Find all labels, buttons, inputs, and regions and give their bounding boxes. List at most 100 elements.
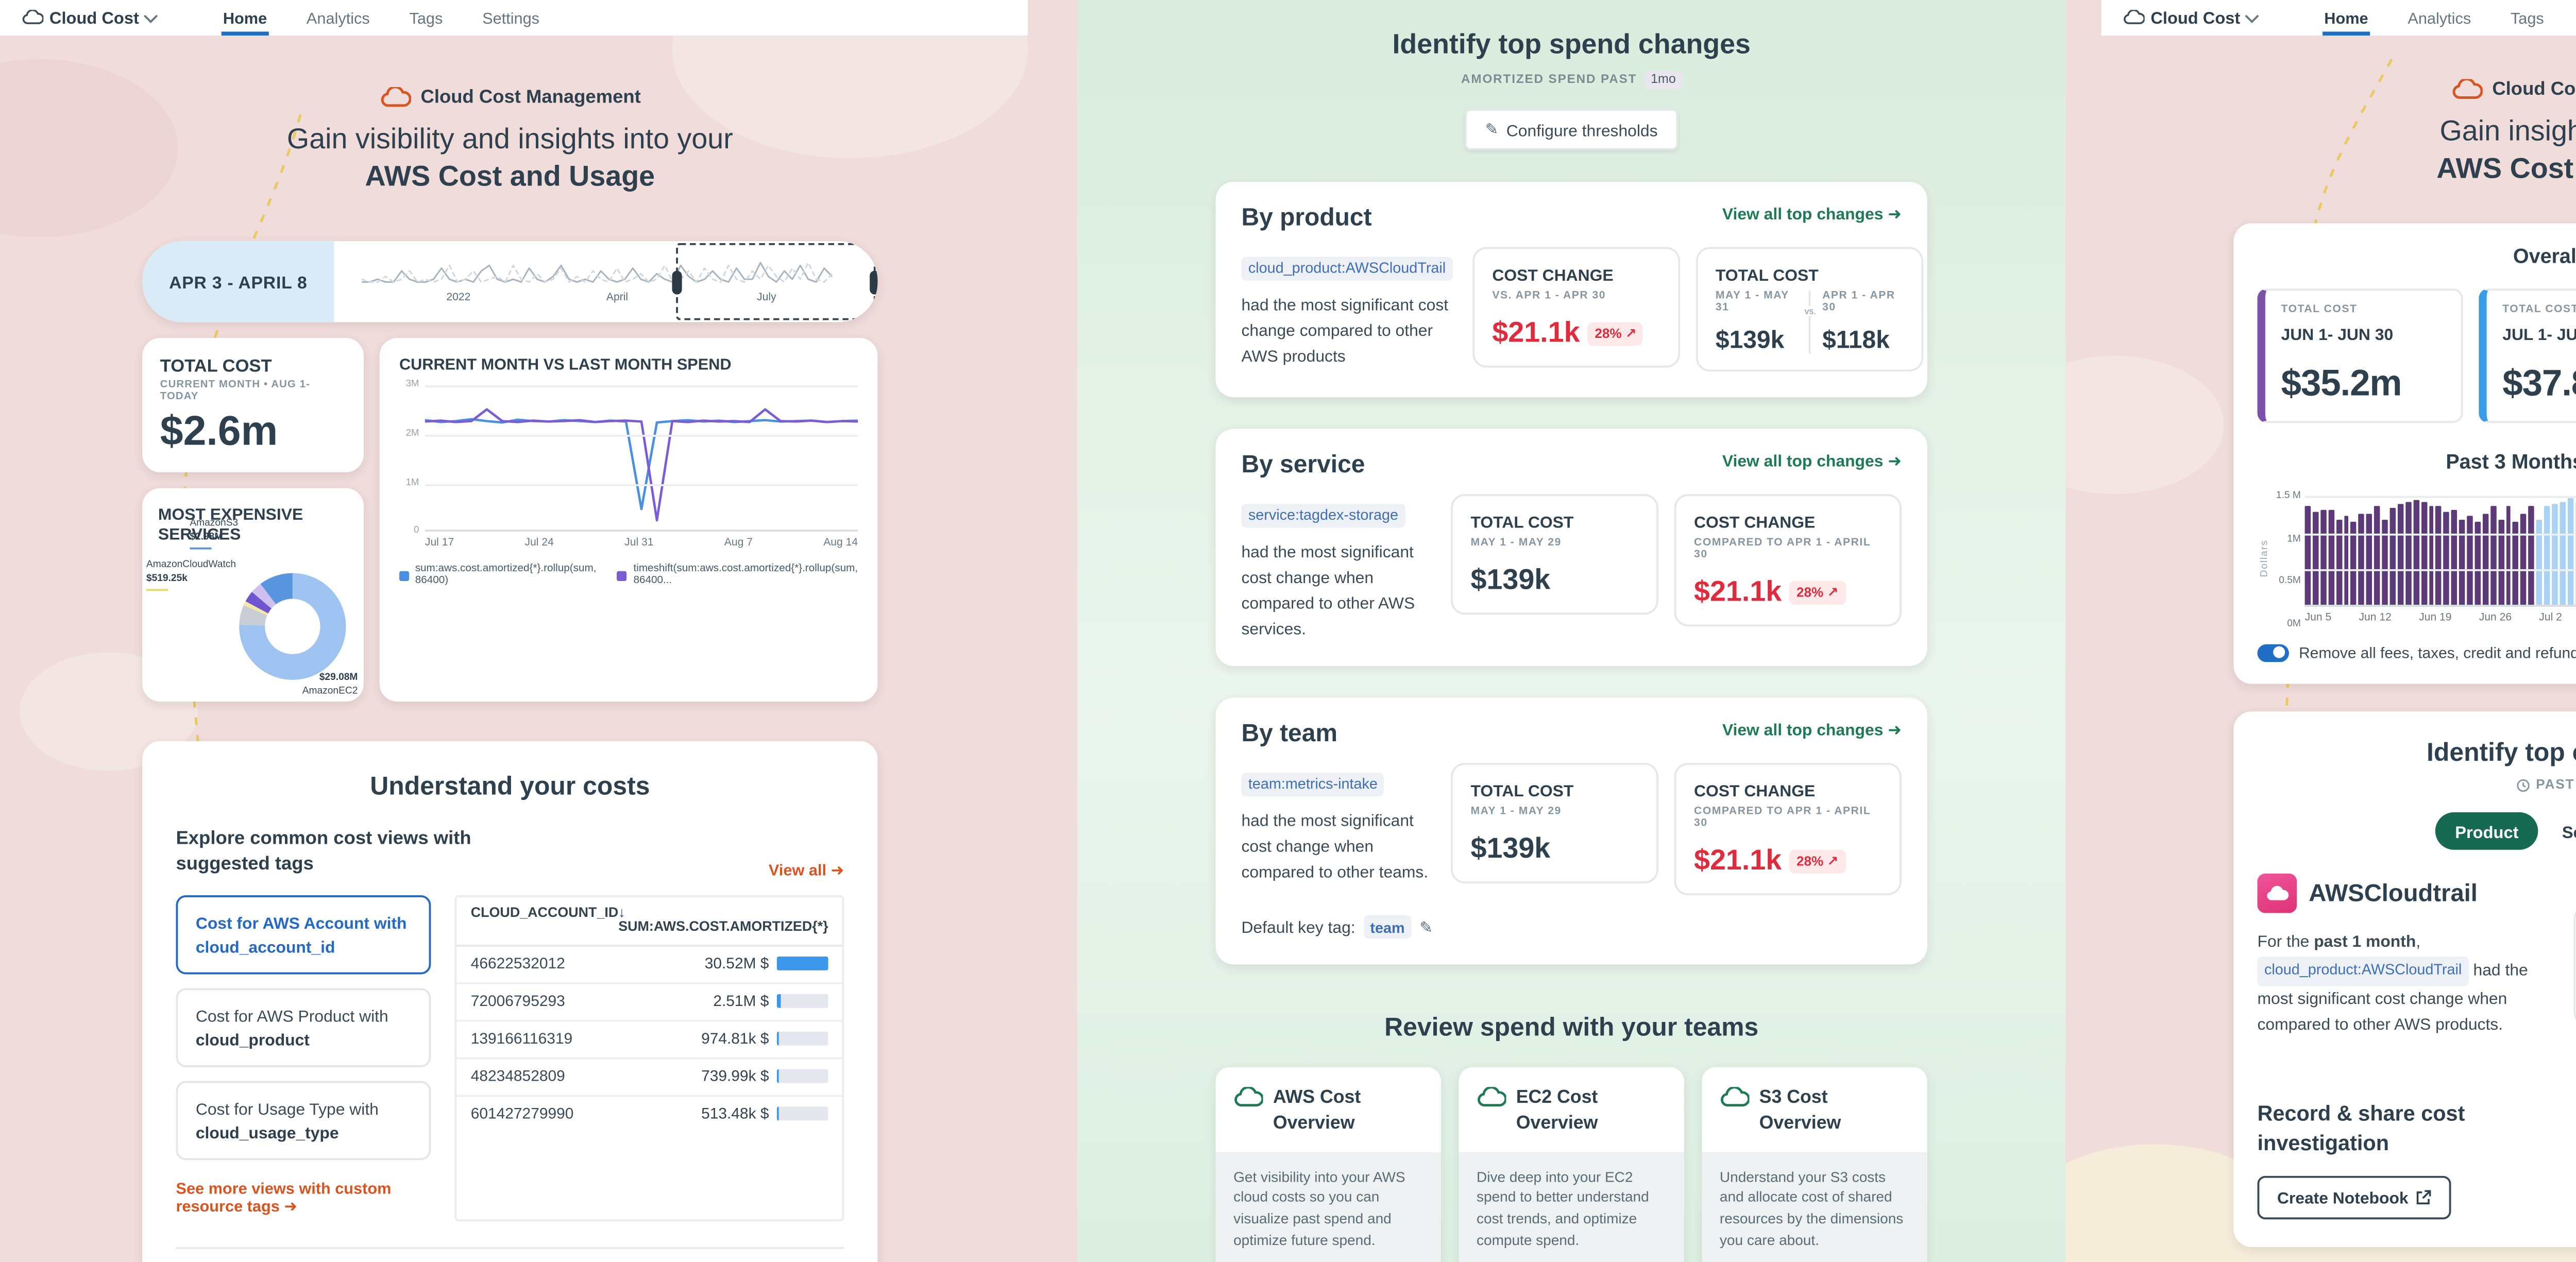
hero-title-line1: Gain insights into your	[2439, 116, 2576, 148]
spend-chart-x-axis: Jul 17 Jul 24 Jul 31 Aug 7 Aug 14	[425, 538, 858, 550]
col-account-id[interactable]: CLOUD_ACCOUNT_ID	[470, 907, 619, 921]
pencil-icon: ✎	[1485, 121, 1499, 139]
app-switcher[interactable]: Cloud Cost	[22, 8, 158, 28]
table-row[interactable]: 46622532012 30.52M $	[456, 946, 842, 984]
fees-toggle-label: Remove all fees, taxes, credit and refun…	[2299, 643, 2576, 662]
team-description: had the most significant cost change whe…	[1241, 811, 1429, 882]
record-share-title: Record & share cost investigation	[2257, 1102, 2465, 1157]
period-row: PAST 1 MONTH	[2258, 779, 2576, 793]
view-all-link[interactable]: View all ➜	[768, 861, 844, 879]
by-product-title: By product	[1241, 203, 1372, 231]
past-3-months-title: Past 3 Months Spend Graph	[2446, 453, 2576, 475]
view-all-top-changes-link[interactable]: View all top changes ➜	[1722, 450, 1902, 471]
spend-changes-title: Identify top spend changes	[1392, 27, 1751, 60]
value-bar	[776, 1032, 828, 1047]
edit-pencil-icon[interactable]: ✎	[1419, 918, 1433, 937]
view-all-top-changes-link[interactable]: View all top changes ➜	[1722, 203, 1902, 224]
cost-compare-chart: Dollars 8k 6k 4k 0k	[2573, 1062, 2576, 1172]
timeline-brush[interactable]	[672, 243, 878, 321]
view-option-product[interactable]: Cost for AWS Product with cloud_product	[176, 987, 432, 1067]
nav-tab-home[interactable]: Home	[204, 0, 287, 36]
cloud-logo-icon	[2123, 10, 2145, 26]
dashboard-card-s3[interactable]: S3 Cost Overview Understand your S3 cost…	[1702, 1068, 1927, 1262]
orange-cloud-icon	[379, 87, 411, 109]
view-option-account[interactable]: Cost for AWS Account with cloud_account_i…	[176, 895, 432, 975]
hero-title-line1: Gain visibility and insights into your	[286, 124, 733, 157]
product-tag-chip[interactable]: cloud_product:AWSCloudTrail	[1241, 255, 1453, 280]
view-option-usage-type[interactable]: Cost for Usage Type with cloud_usage_type	[176, 1081, 432, 1161]
left-app-screenshot: Cloud Cost Home Analytics Tags Settings …	[0, 0, 1078, 1262]
product-description: had the most significant cost change com…	[1241, 294, 1449, 365]
col-amortized-sum[interactable]: ↓ SUM:AWS.COST.AMORTIZED{*}	[618, 907, 828, 935]
month-vs-month-card: CURRENT MONTH VS LAST MONTH SPEND 3M 2M …	[379, 338, 878, 702]
total-cost-card: TOTAL COST CURRENT MONTH • AUG 1-TODAY $…	[142, 338, 364, 473]
top-nav: Cloud Cost Home Analytics Tags Settings	[0, 0, 1028, 36]
table-row[interactable]: 48234852809 739.99k $	[456, 1059, 842, 1097]
brand-label: Cloud Cost	[2150, 8, 2241, 28]
brush-handle-left[interactable]	[672, 270, 683, 294]
configure-thresholds-button[interactable]: ✎ Configure thresholds	[1465, 109, 1677, 150]
value-bar	[776, 995, 828, 1009]
view-in-analytics-link[interactable]: View in Analytics ➜	[2573, 874, 2576, 894]
accounts-table: CLOUD_ACCOUNT_ID ↓ SUM:AWS.COST.AMORTIZE…	[455, 895, 844, 1221]
nav-tab-home[interactable]: Home	[2304, 0, 2388, 36]
top-nav: Cloud Cost Home Analytics Tags Settings	[2101, 0, 2576, 36]
nav-tab-analytics[interactable]: Analytics	[2408, 9, 2471, 27]
cloud-logo-icon	[22, 10, 43, 26]
donut-title: MOST EXPENSIVE SERVICES	[158, 504, 303, 544]
cost-change-tile: COST CHANGE VS. APR 1 - APR 30 $21.1k 28…	[1472, 247, 1680, 368]
table-header: CLOUD_ACCOUNT_ID ↓ SUM:AWS.COST.AMORTIZE…	[456, 897, 842, 947]
middle-section: Identify top spend changes AMORTIZED SPE…	[1077, 0, 2066, 1262]
total-cost-tile: TOTAL COST MAY 1 - MAY 31 $139k vs. APR …	[1696, 247, 1923, 372]
right-hero: Cloud Cost Management Gain insights into…	[2233, 79, 2576, 190]
cost-cloud-icon	[1233, 1088, 1263, 1110]
service-description: had the most significant cost change whe…	[1241, 541, 1415, 638]
product-tag-chip[interactable]: cloud_product:AWSCloudTrail	[2257, 956, 2469, 985]
selected-date-range[interactable]: APR 3 - APRIL 8	[142, 242, 334, 323]
table-row[interactable]: 139166116319 974.81k $	[456, 1021, 842, 1059]
nav-tab-tags[interactable]: Tags	[409, 9, 443, 27]
month-stat-july: TOTAL COST JUL 1- JUL 31 $37.8m	[2479, 289, 2576, 424]
create-notebook-button[interactable]: Create Notebook	[2257, 1176, 2452, 1220]
legend-swatch-purple	[617, 570, 628, 581]
tab-product[interactable]: Product	[2435, 812, 2538, 850]
period-chip[interactable]: 1mo	[1645, 71, 1682, 89]
team-tag-chip[interactable]: team:metrics-intake	[1241, 772, 1385, 796]
nav-tab-tags[interactable]: Tags	[2510, 9, 2544, 27]
brush-handle-right[interactable]	[870, 270, 878, 294]
product-label: Cloud Cost Management	[142, 87, 877, 109]
by-service-card: By service View all top changes ➜ servic…	[1215, 429, 1927, 667]
tab-service[interactable]: Service	[2562, 822, 2576, 842]
app-switcher[interactable]: Cloud Cost	[2123, 8, 2259, 28]
view-all-top-changes-link[interactable]: View all top changes ➜	[1722, 720, 1902, 740]
understand-title: Understand your costs	[370, 771, 650, 801]
dimension-tabs: Product Service Team	[2258, 812, 2576, 850]
by-product-card: By product View all top changes ➜ cloud_…	[1215, 181, 1927, 398]
default-key-tag-chip[interactable]: team	[1363, 916, 1412, 940]
brand-label: Cloud Cost	[49, 8, 139, 28]
table-row[interactable]: 72006795293 2.51M $	[456, 984, 842, 1022]
total-cost-tile: TOTAL COST MAY 1 - MAY 29 $139k	[1451, 494, 1658, 615]
right-app-screenshot: Cloud Cost Home Analytics Tags Settings …	[2065, 0, 2576, 1262]
donut-label-s3: AmazonS3 $2.98M	[190, 518, 238, 549]
compare-legend: Apr 1- Apr 30 May 1- May 30	[2573, 1206, 2576, 1220]
table-row[interactable]: 601427279990 513.48k $	[457, 1097, 842, 1132]
percent-badge: 28% ↗	[1587, 322, 1644, 346]
spend-lines-svg	[423, 408, 859, 522]
fees-toggle[interactable]	[2257, 643, 2289, 662]
nav-tab-settings[interactable]: Settings	[2564, 0, 2576, 36]
date-range-picker[interactable]: APR 3 - APRIL 8 2022 April July	[142, 242, 878, 323]
spend-chart-plot: 3M 2M 1M 0	[406, 381, 859, 537]
spend-changes-subtitle: AMORTIZED SPEND PAST 1mo	[1216, 71, 1927, 89]
total-cost-tile: TOTAL COST MAY 1 - MAY 29 $139k	[1451, 763, 1658, 884]
nav-tab-settings[interactable]: Settings	[482, 9, 539, 27]
by-service-title: By service	[1241, 450, 1365, 479]
dashboard-card-ec2[interactable]: EC2 Cost Overview Dive deep into your EC…	[1459, 1068, 1684, 1262]
service-tag-chip[interactable]: service:tagdex-storage	[1241, 503, 1405, 527]
by-team-title: By team	[1241, 720, 1338, 748]
divider	[176, 1247, 844, 1249]
see-more-views-link[interactable]: See more views with custom resource tags…	[176, 1180, 392, 1216]
dashboard-card-aws[interactable]: AWS Cost Overview Get visibility into yo…	[1215, 1068, 1441, 1262]
nav-tab-analytics[interactable]: Analytics	[306, 9, 370, 27]
suggested-views-list: Cost for AWS Account with cloud_account_i…	[176, 895, 432, 1221]
